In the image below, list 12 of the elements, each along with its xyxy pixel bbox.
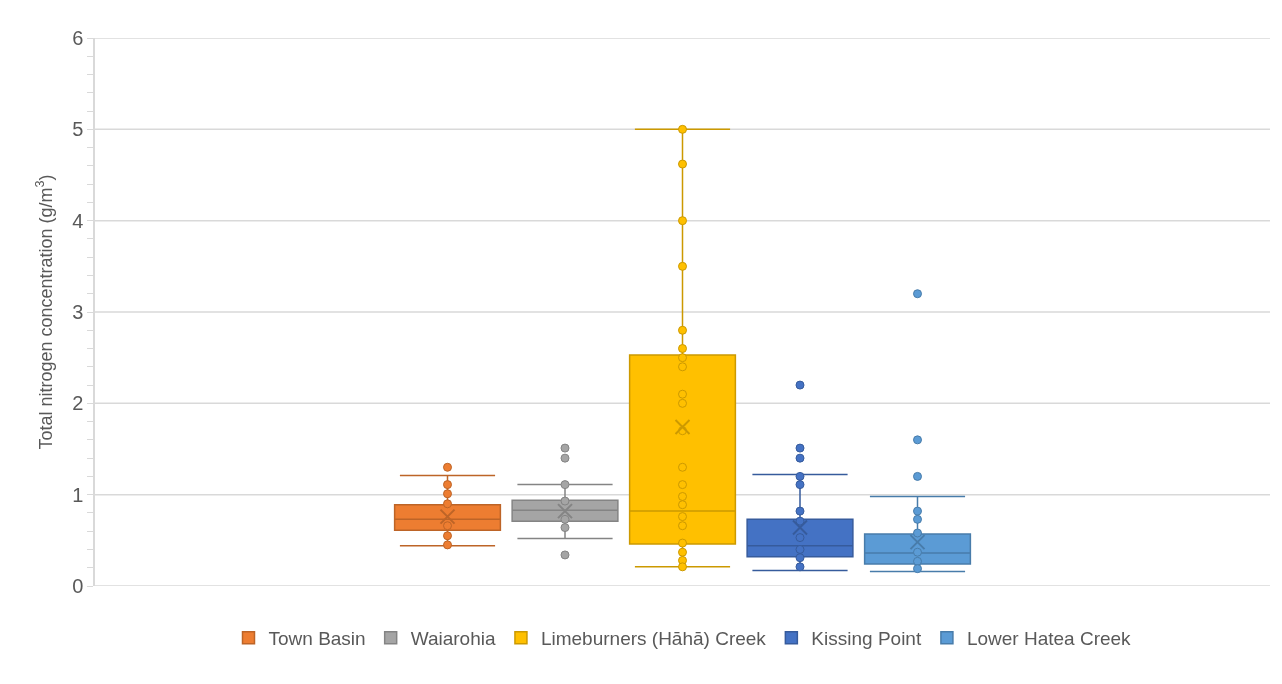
y-tick-label: 2 xyxy=(72,392,84,415)
y-tick-label: 3 xyxy=(72,301,84,323)
y-tick-label: 5 xyxy=(72,118,84,141)
y-tick-label: 0 xyxy=(72,575,84,597)
y-tick-label: 6 xyxy=(72,27,84,49)
legend-label: Kissing Point xyxy=(811,628,922,650)
y-tick-label: 1 xyxy=(72,483,84,506)
y-tick-label: 4 xyxy=(72,209,84,232)
legend-label: Limeburners (Hāhā) Creek xyxy=(540,628,767,650)
legend-label: Waiarohia xyxy=(410,628,496,650)
legend-label: Town Basin xyxy=(268,628,366,650)
legend-label: Lower Hatea Creek xyxy=(966,628,1132,650)
